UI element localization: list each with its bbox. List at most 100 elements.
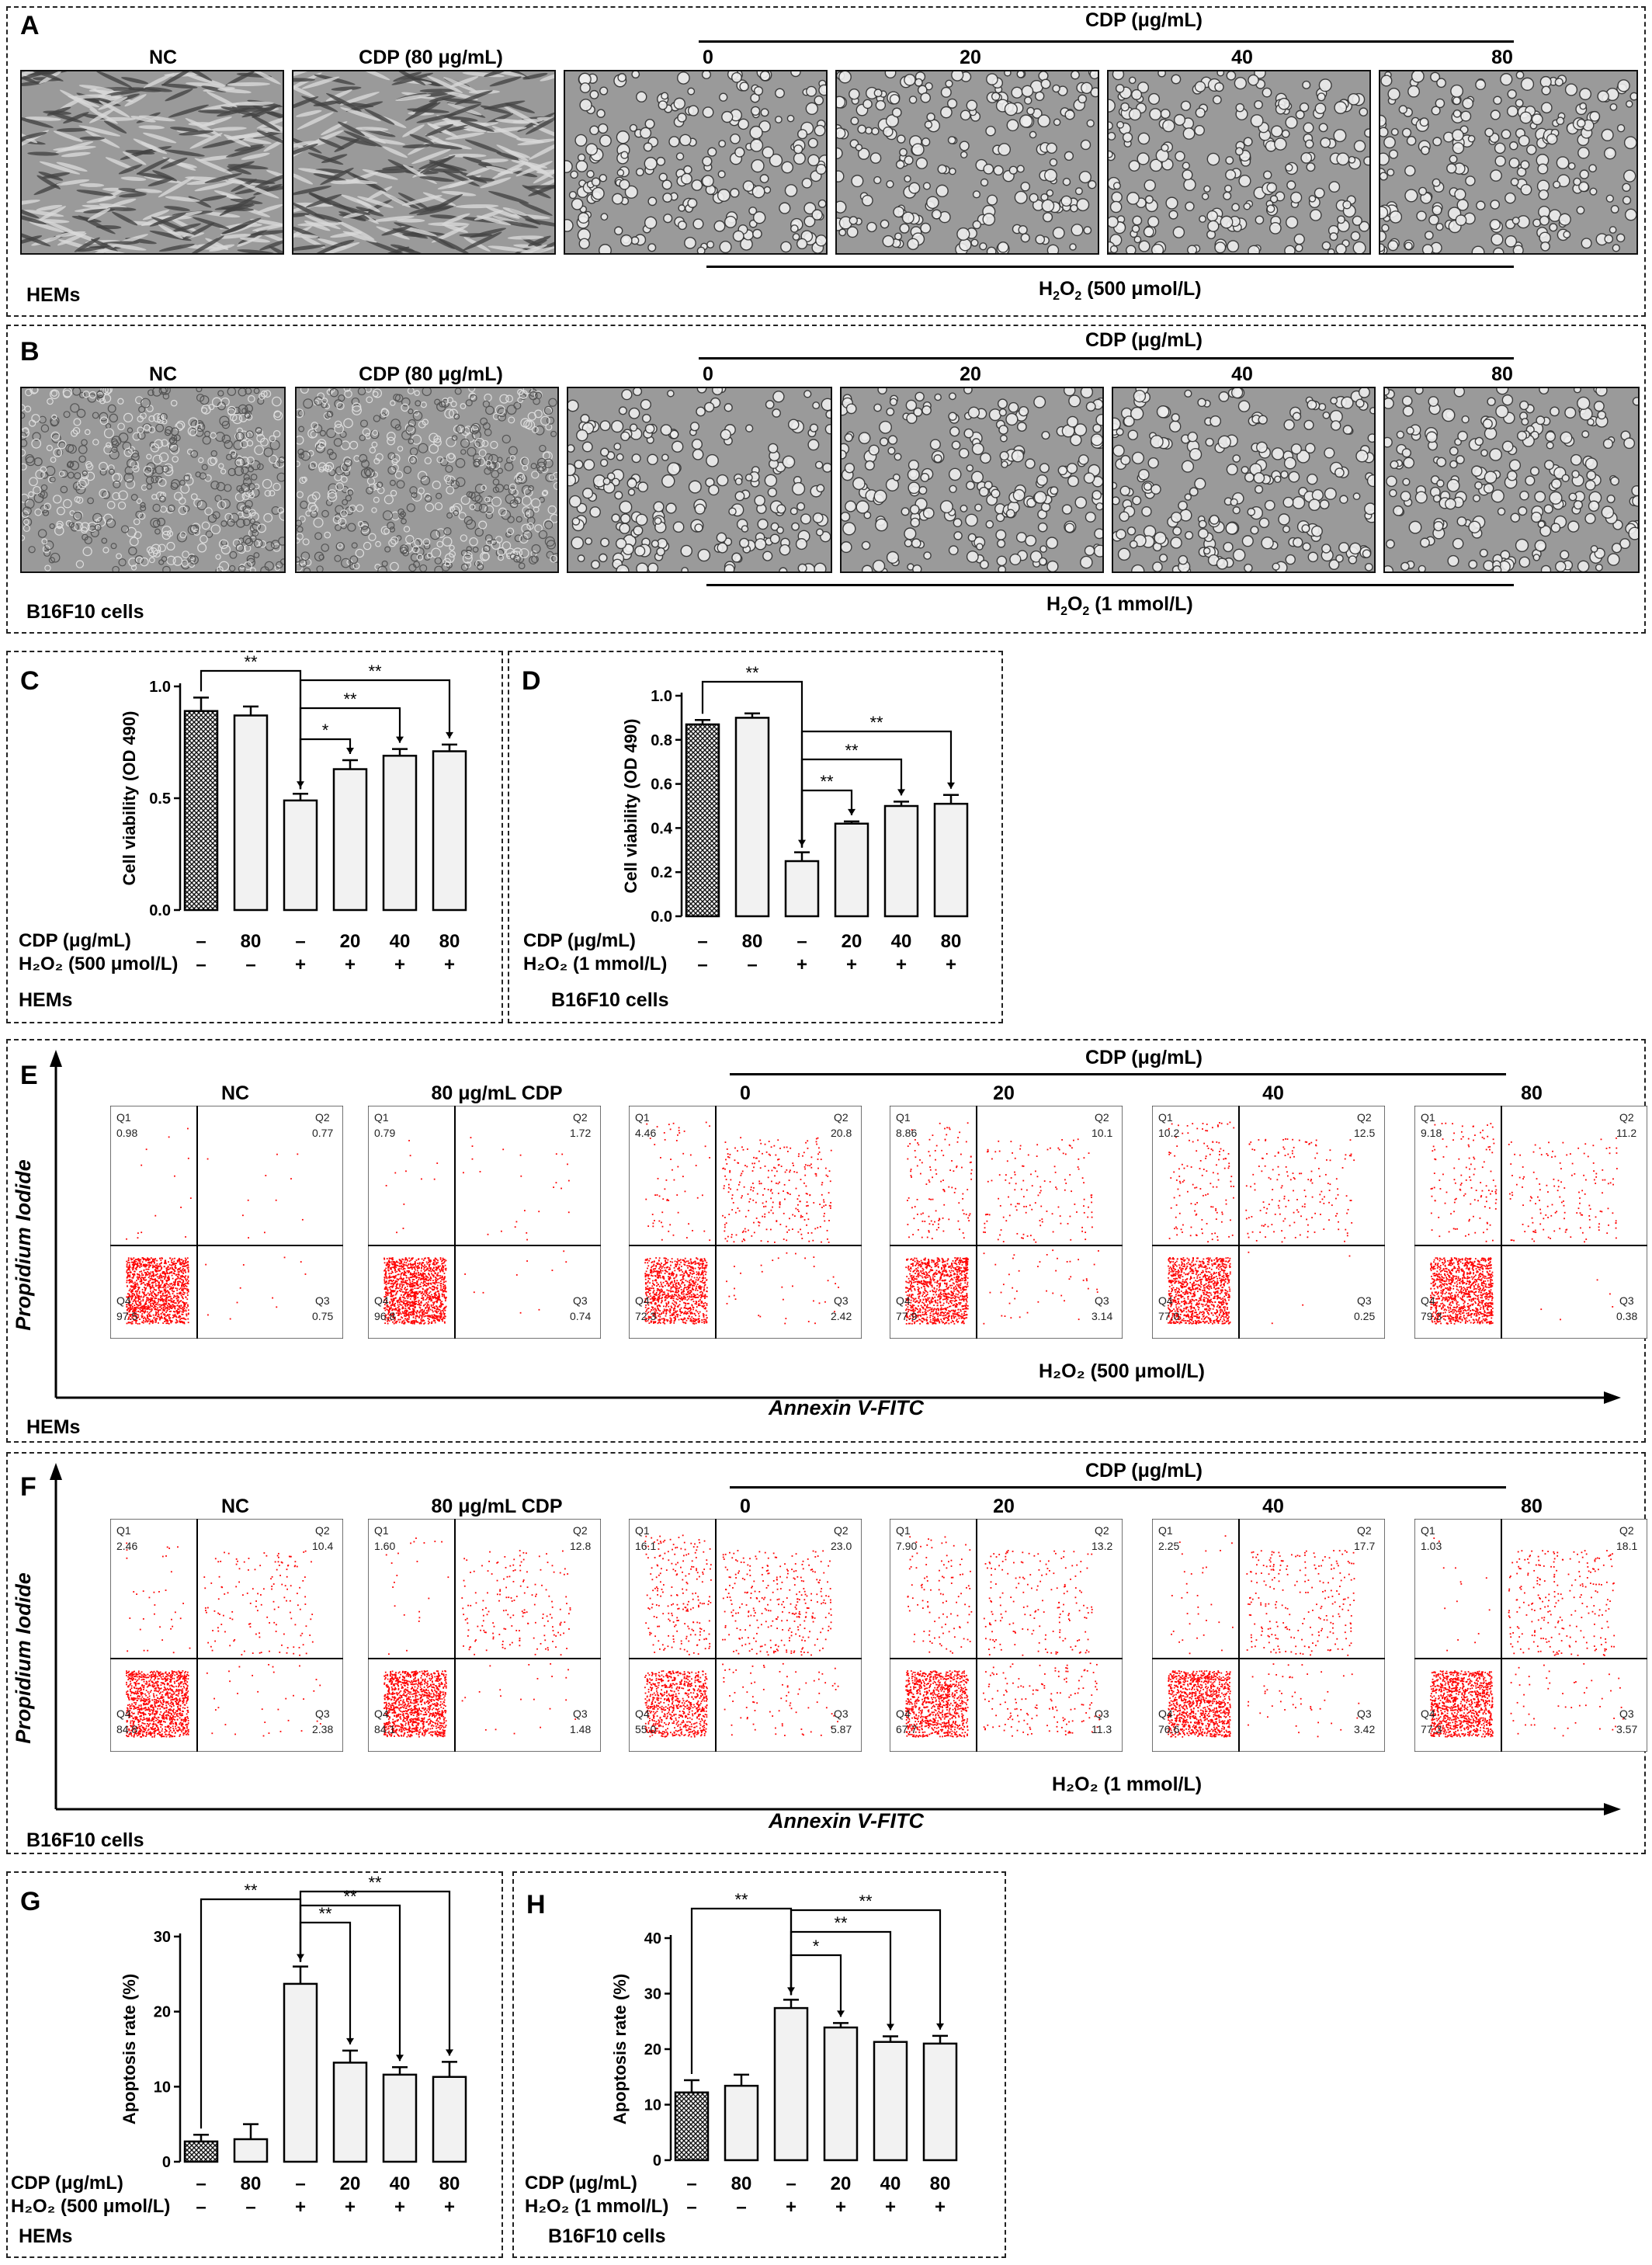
event-dot	[276, 1306, 278, 1308]
event-dot	[788, 1179, 790, 1182]
event-dot	[809, 1165, 811, 1167]
event-dot	[954, 1260, 956, 1263]
event-dot	[399, 1286, 401, 1287]
event-dot	[152, 1314, 154, 1316]
event-dot	[967, 1269, 969, 1271]
event-dot	[431, 1309, 433, 1311]
event-dot	[964, 1278, 967, 1280]
event-dot	[443, 1294, 446, 1296]
event-dot	[137, 1237, 139, 1239]
event-dot	[420, 1315, 422, 1317]
event-dot	[130, 1281, 132, 1284]
event-dot	[431, 1316, 433, 1318]
event-dot	[394, 1277, 396, 1279]
event-dot	[174, 1280, 176, 1283]
event-dot	[395, 1322, 397, 1324]
event-dot	[436, 1311, 437, 1313]
event-dot	[404, 1311, 406, 1313]
event-dot	[744, 1165, 746, 1166]
event-dot	[815, 1173, 817, 1175]
event-dot	[387, 1290, 389, 1292]
significance-label: **	[820, 772, 834, 791]
event-dot	[147, 1292, 149, 1294]
event-dot	[671, 1295, 673, 1298]
event-dot	[915, 1263, 918, 1266]
event-dot	[398, 1309, 400, 1311]
event-dot	[948, 1297, 950, 1298]
event-dot	[390, 1277, 391, 1279]
event-dot	[403, 1319, 405, 1322]
event-dot	[393, 1305, 395, 1307]
event-dot	[661, 1301, 663, 1303]
event-dot	[396, 1270, 398, 1273]
event-dot	[696, 1303, 698, 1305]
event-dot	[670, 1319, 672, 1321]
event-dot	[148, 1275, 151, 1277]
event-dot	[700, 1291, 703, 1293]
event-dot	[144, 1277, 146, 1279]
event-dot	[665, 1294, 668, 1297]
event-dot	[160, 1275, 162, 1277]
event-dot	[410, 1289, 412, 1291]
event-dot	[415, 1315, 418, 1317]
event-dot	[151, 1305, 153, 1308]
event-dot	[239, 1287, 241, 1289]
event-dot	[137, 1284, 139, 1286]
event-dot	[391, 1287, 394, 1289]
event-dot	[965, 1273, 967, 1275]
event-dot	[935, 1311, 937, 1313]
event-dot	[149, 1304, 151, 1307]
event-dot	[178, 1271, 180, 1273]
event-dot	[170, 1272, 172, 1274]
event-dot	[661, 1299, 663, 1301]
event-dot	[918, 1292, 920, 1294]
event-dot	[436, 1288, 438, 1290]
event-dot	[751, 1162, 754, 1165]
event-dot	[388, 1276, 390, 1278]
event-dot	[651, 1265, 654, 1267]
event-dot	[405, 1319, 408, 1321]
event-dot	[924, 1281, 926, 1283]
event-dot	[406, 1311, 408, 1313]
event-dot	[405, 1288, 408, 1291]
event-dot	[386, 1317, 388, 1319]
event-dot	[932, 1274, 934, 1276]
event-dot	[414, 1285, 416, 1287]
event-dot	[444, 1289, 446, 1291]
event-dot	[935, 1301, 937, 1304]
event-dot	[910, 1285, 912, 1287]
event-dot	[178, 1311, 179, 1313]
event-dot	[164, 1316, 165, 1318]
event-dot	[180, 1262, 182, 1264]
event-dot	[138, 1298, 141, 1300]
event-dot	[683, 1263, 685, 1266]
event-dot	[182, 1307, 183, 1309]
event-dot	[146, 1308, 148, 1310]
event-dot	[406, 1304, 408, 1307]
event-dot	[177, 1277, 179, 1280]
event-dot	[415, 1312, 418, 1315]
event-dot	[925, 1267, 928, 1270]
event-dot	[172, 1304, 173, 1306]
event-dot	[670, 1286, 672, 1288]
event-dot	[401, 1266, 404, 1268]
event-dot	[384, 1299, 386, 1301]
event-dot	[186, 1282, 188, 1284]
event-dot	[782, 1298, 784, 1301]
event-dot	[709, 1157, 710, 1159]
event-dot	[684, 1261, 686, 1263]
event-dot	[439, 1258, 442, 1260]
event-dot	[392, 1284, 394, 1286]
h2o2-flag: –	[196, 954, 206, 975]
event-dot	[392, 1315, 394, 1318]
event-dot	[392, 1261, 394, 1263]
event-dot	[160, 1263, 162, 1265]
event-dot	[795, 1207, 797, 1210]
event-dot	[154, 1293, 157, 1295]
event-dot	[919, 1299, 921, 1301]
event-dot	[742, 1230, 744, 1232]
event-dot	[130, 1308, 132, 1310]
event-dot	[175, 1318, 177, 1321]
event-dot	[424, 1291, 426, 1294]
event-dot	[805, 1185, 807, 1187]
